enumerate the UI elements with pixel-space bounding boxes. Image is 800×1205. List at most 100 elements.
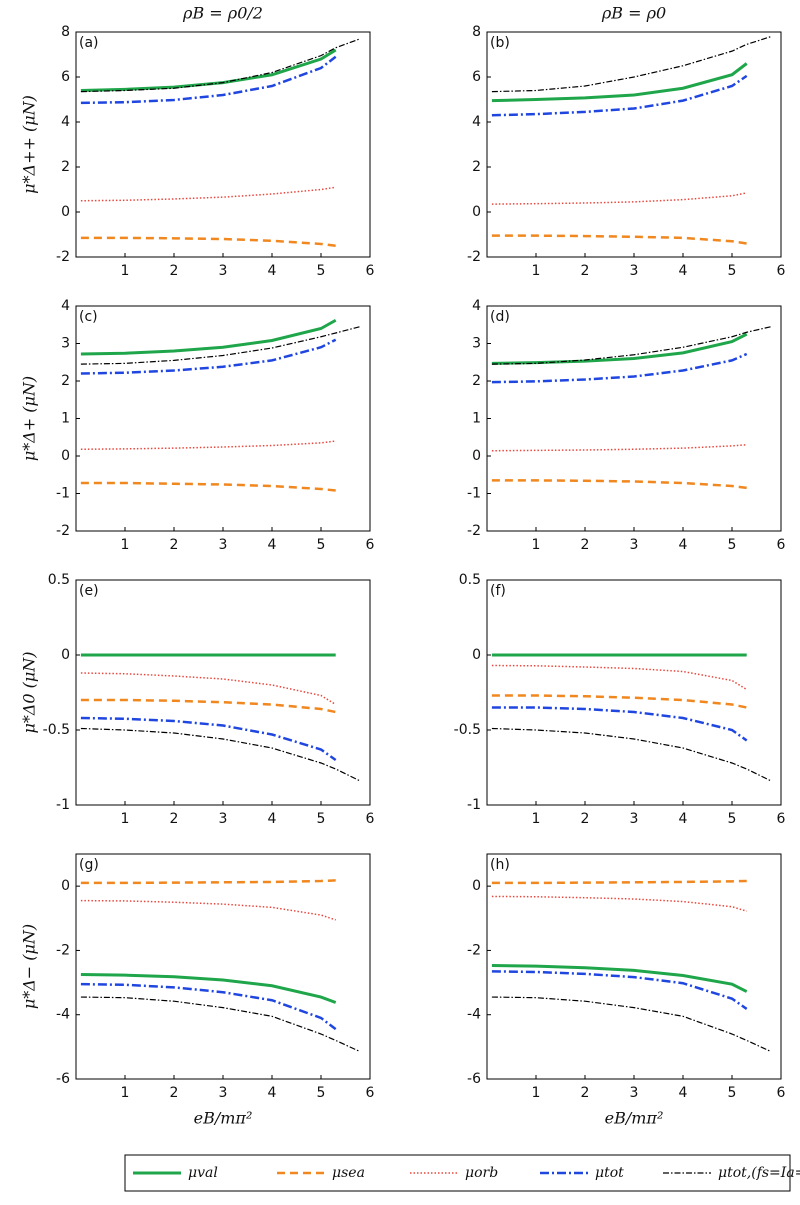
x-tick-label: 2 <box>581 1085 590 1101</box>
plot-frame <box>75 305 371 532</box>
x-tick-label: 2 <box>170 1085 179 1101</box>
y-tick-label: -2 <box>56 249 70 265</box>
x-tick-label: 5 <box>317 1085 326 1101</box>
x-tick-label: 3 <box>219 1085 228 1101</box>
series-line <box>491 879 747 885</box>
series-line <box>491 664 748 691</box>
y-tick-label: 0 <box>472 647 481 663</box>
series-line <box>80 982 337 1031</box>
series-line <box>80 236 336 247</box>
x-tick-label: 6 <box>366 811 375 827</box>
y-tick-label: 6 <box>472 69 481 85</box>
series-line <box>80 716 337 762</box>
y-tick-label: -1 <box>56 486 70 502</box>
x-tick-label: 5 <box>728 537 737 553</box>
x-tick-label: 3 <box>630 811 639 827</box>
x-tick-label: 1 <box>121 263 130 279</box>
x-tick-label: 6 <box>777 811 786 827</box>
series-line <box>491 970 748 1010</box>
x-tick-label: 2 <box>170 811 179 827</box>
x-axis-label: eB/mπ² <box>194 1109 253 1128</box>
x-tick-label: 4 <box>679 537 688 553</box>
y-tick-label: 0 <box>61 878 70 894</box>
series-line <box>80 38 361 93</box>
x-tick-label: 6 <box>777 537 786 553</box>
series-line <box>491 479 747 490</box>
x-tick-label: 6 <box>777 1085 786 1101</box>
x-tick-label: 4 <box>679 811 688 827</box>
y-tick-label: 4 <box>61 114 70 130</box>
series-line <box>80 186 336 202</box>
plot-frame <box>486 31 782 258</box>
y-tick-label: -2 <box>56 523 70 539</box>
y-tick-label: 0.5 <box>459 572 481 588</box>
y-axis-label: μ*Δ++ (μN) <box>20 95 39 194</box>
legend-label: μval <box>188 1165 218 1181</box>
series-line <box>491 352 748 384</box>
y-tick-label: 8 <box>472 24 481 40</box>
y-tick-label: 2 <box>61 373 70 389</box>
panel-label: (f) <box>490 583 506 599</box>
series-line <box>80 973 337 1004</box>
y-tick-label: -1 <box>467 797 481 813</box>
y-axis-label: μ*Δ+ (μN) <box>20 376 39 461</box>
y-tick-label: 4 <box>61 298 70 314</box>
series-line <box>80 879 336 885</box>
y-tick-label: 2 <box>472 159 481 175</box>
x-tick-label: 3 <box>219 811 228 827</box>
x-tick-label: 4 <box>268 1085 277 1101</box>
y-tick-label: 0 <box>61 448 70 464</box>
x-tick-label: 3 <box>630 1085 639 1101</box>
series-line <box>491 996 772 1053</box>
y-tick-label: -4 <box>467 1007 481 1023</box>
series-line <box>491 332 748 365</box>
x-tick-label: 5 <box>728 263 737 279</box>
x-tick-label: 2 <box>581 537 590 553</box>
y-tick-label: -4 <box>56 1007 70 1023</box>
x-tick-label: 1 <box>121 1085 130 1101</box>
y-tick-label: 3 <box>61 336 70 352</box>
series-line <box>491 234 747 245</box>
y-tick-label: 0.5 <box>48 572 70 588</box>
panel-label: (c) <box>79 309 98 325</box>
y-tick-label: 8 <box>61 24 70 40</box>
series-line <box>80 698 336 714</box>
x-tick-label: 4 <box>268 263 277 279</box>
series-line <box>80 55 337 105</box>
y-tick-label: -0.5 <box>454 722 481 738</box>
plot-frame <box>75 579 371 806</box>
y-tick-label: 0 <box>61 204 70 220</box>
plot-frame <box>486 579 782 806</box>
x-tick-label: 5 <box>317 811 326 827</box>
series-line <box>491 895 747 912</box>
series-line <box>491 326 772 365</box>
x-tick-label: 4 <box>268 811 277 827</box>
series-line <box>491 964 748 993</box>
y-tick-label: 2 <box>61 159 70 175</box>
x-tick-label: 1 <box>121 537 130 553</box>
x-tick-label: 6 <box>777 263 786 279</box>
series-line <box>80 440 336 450</box>
y-tick-label: 0 <box>61 647 70 663</box>
legend-label: μorb <box>465 1165 498 1181</box>
y-tick-label: 0 <box>472 448 481 464</box>
column-title: ρB = ρ0 <box>601 4 666 23</box>
x-tick-label: 6 <box>366 537 375 553</box>
x-tick-label: 6 <box>366 263 375 279</box>
plot-frame <box>75 853 371 1080</box>
series-line <box>80 318 337 356</box>
series-line <box>491 706 748 742</box>
x-tick-label: 4 <box>679 263 688 279</box>
legend-label: μtot,(fs=Ia=ρB=0) <box>718 1165 800 1181</box>
series-line <box>491 192 747 205</box>
plot-frame <box>75 31 371 258</box>
x-tick-label: 2 <box>581 263 590 279</box>
x-tick-label: 5 <box>728 1085 737 1101</box>
y-tick-label: -6 <box>467 1071 481 1087</box>
panel-label: (d) <box>490 309 510 325</box>
x-tick-label: 6 <box>366 1085 375 1101</box>
x-tick-label: 5 <box>728 811 737 827</box>
y-tick-label: 4 <box>472 298 481 314</box>
x-axis-label: eB/mπ² <box>605 1109 664 1128</box>
